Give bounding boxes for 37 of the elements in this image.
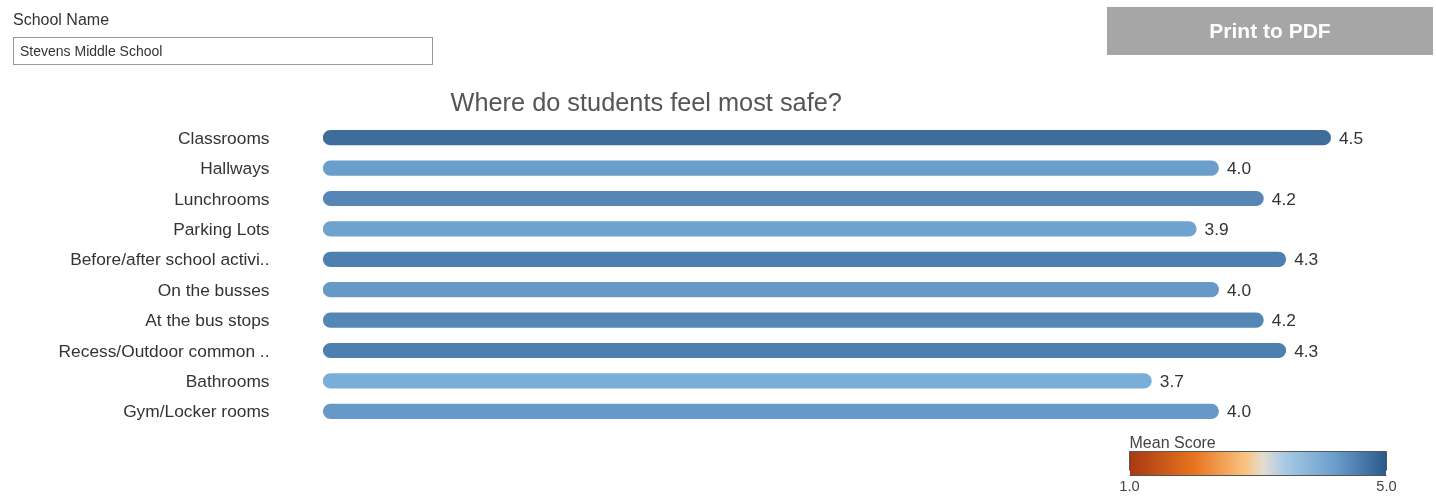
y-tick-label: Recess/Outdoor common .. xyxy=(58,340,270,361)
y-tick-label: Bathrooms xyxy=(185,370,270,391)
text: Stevens Middle School xyxy=(13,37,433,65)
y-tick-label: Gym/Locker rooms xyxy=(123,401,270,422)
y-tick-label: Lunchrooms xyxy=(174,188,270,209)
color-bar-title: Mean Score xyxy=(1129,433,1216,451)
color-bar-label: 1.0 xyxy=(1119,477,1140,494)
data-label: 4.3 xyxy=(1294,340,1319,361)
bar xyxy=(322,373,1152,389)
bar xyxy=(322,190,1264,207)
data-label: 4.3 xyxy=(1294,249,1319,270)
data-label: 4.0 xyxy=(1226,158,1252,179)
data-label: 3.9 xyxy=(1204,218,1229,239)
bar xyxy=(322,221,1197,237)
bar xyxy=(322,403,1219,419)
bar xyxy=(322,251,1287,267)
y-tick-label: Classrooms xyxy=(178,127,270,148)
data-label: 3.7 xyxy=(1159,370,1184,391)
text: School Name xyxy=(13,10,110,30)
data-label: 4.0 xyxy=(1226,279,1252,300)
bar xyxy=(322,160,1219,176)
bar xyxy=(322,312,1264,328)
data-label: 4.2 xyxy=(1271,310,1296,331)
bar xyxy=(322,342,1287,359)
text: Print to PDF xyxy=(1107,7,1433,55)
y-tick-label: Before/after school activi.. xyxy=(70,249,270,270)
y-tick-label: Parking Lots xyxy=(173,218,270,239)
y-tick-label: On the busses xyxy=(157,279,270,300)
bar xyxy=(322,130,1331,146)
bar xyxy=(322,282,1219,298)
y-tick-label: At the bus stops xyxy=(145,310,270,331)
color-bar-label: 5.0 xyxy=(1376,477,1397,494)
data-label: 4.0 xyxy=(1226,401,1252,422)
data-label: 4.2 xyxy=(1271,188,1296,209)
chart-title: Where do students feel most safe? xyxy=(450,87,842,116)
y-tick-label: Hallways xyxy=(200,158,270,179)
data-label: 4.5 xyxy=(1338,127,1364,148)
